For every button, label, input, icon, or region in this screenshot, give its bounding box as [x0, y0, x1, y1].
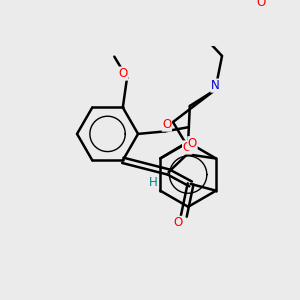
Text: H: H: [149, 176, 158, 189]
Text: O: O: [173, 216, 182, 230]
Text: O: O: [118, 67, 128, 80]
Text: O: O: [256, 0, 266, 9]
Text: O: O: [183, 141, 192, 154]
Text: O: O: [162, 118, 172, 131]
Text: N: N: [211, 79, 220, 92]
Text: O: O: [188, 137, 197, 150]
